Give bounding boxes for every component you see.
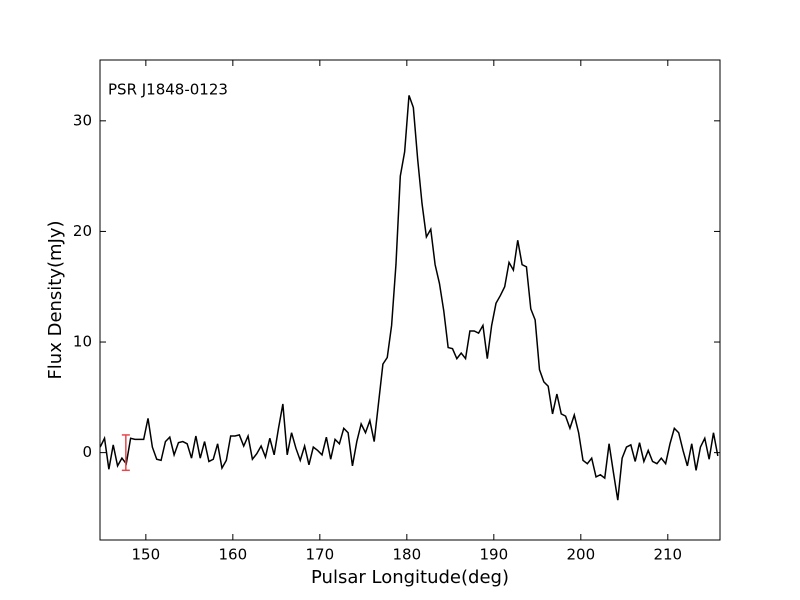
y-axis-label: Flux Density(mJy) bbox=[45, 220, 66, 379]
x-tick-label: 160 bbox=[219, 546, 248, 564]
data-line bbox=[100, 95, 719, 501]
x-tick-label: 210 bbox=[653, 546, 682, 564]
y-tick-label: 0 bbox=[82, 443, 92, 461]
x-axis-label: Pulsar Longitude(deg) bbox=[311, 567, 509, 588]
annotation: PSR J1848-0123 bbox=[108, 81, 228, 99]
x-tick-label: 170 bbox=[306, 546, 335, 564]
y-tick-label: 10 bbox=[73, 333, 92, 351]
y-tick-label: 30 bbox=[73, 111, 92, 129]
x-tick-label: 150 bbox=[132, 546, 161, 564]
y-tick-label: 20 bbox=[73, 222, 92, 240]
x-tick-label: 180 bbox=[393, 546, 422, 564]
x-tick-label: 190 bbox=[479, 546, 508, 564]
plot-frame bbox=[99, 59, 721, 541]
x-tick-label: 200 bbox=[566, 546, 595, 564]
